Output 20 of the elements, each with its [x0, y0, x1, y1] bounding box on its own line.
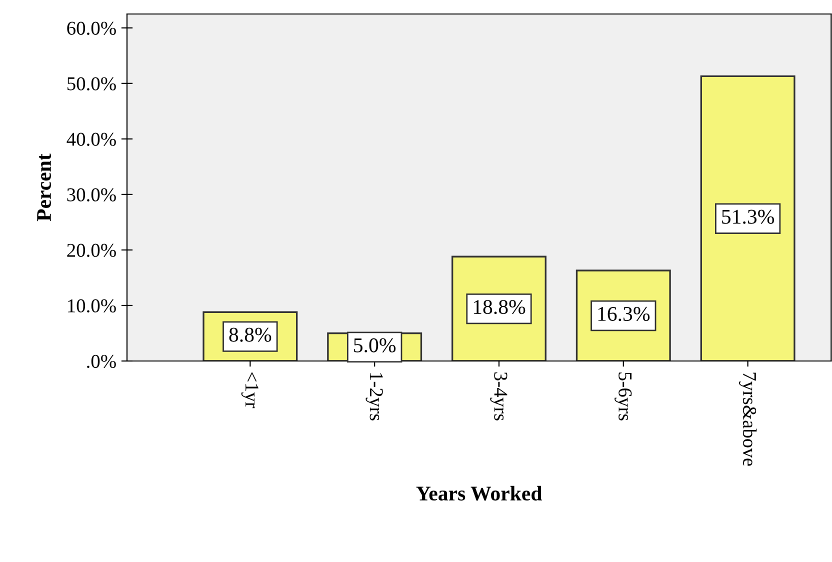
data-label: 5.0% [354, 338, 396, 352]
x-tick-label: <1yr [241, 372, 258, 408]
y-tick-label: 40.0% [66, 132, 116, 146]
bar [700, 75, 796, 361]
x-tick-label: 1-2yrs [366, 373, 383, 420]
data-label: 18.8% [474, 300, 526, 314]
y-tick-label: 30.0% [67, 188, 116, 202]
x-tick-label: 7yrs&above [738, 372, 757, 466]
y-tick-label: 20.0% [67, 244, 116, 257]
data-label: 16.3% [598, 306, 650, 322]
x-tick-label: 3-4yrs [490, 372, 508, 420]
y-tick-label: .0% [87, 354, 116, 368]
y-tick-label: 50.0% [67, 77, 116, 90]
data-label: 51.3% [722, 210, 774, 224]
x-axis-title: Years Worked [416, 486, 542, 501]
y-tick-label: 10.0% [68, 299, 116, 313]
y-axis-title: Percent [37, 154, 52, 222]
y-tick-label: 60.0% [67, 22, 116, 35]
data-label: 8.8% [229, 328, 272, 342]
x-tick-label: 5-6yrs [614, 372, 632, 420]
